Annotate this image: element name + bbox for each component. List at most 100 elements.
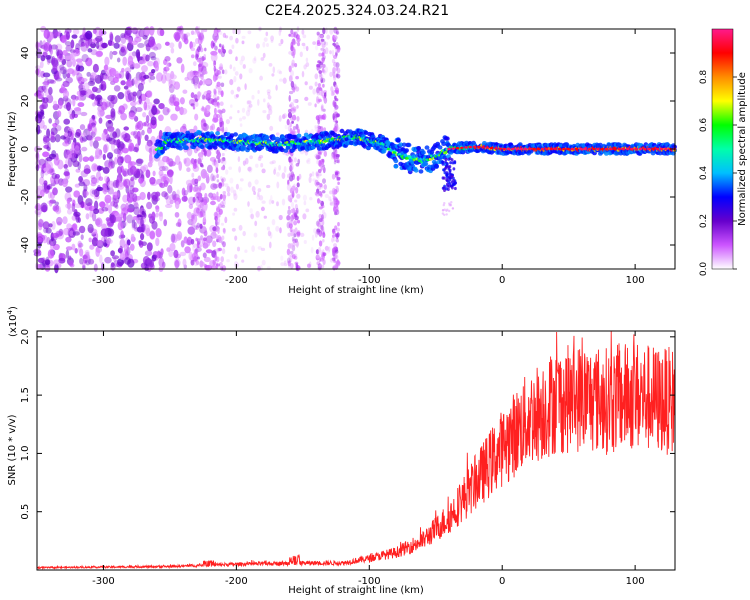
spectrogram-cell [111,141,115,152]
spectrogram-cell [136,130,143,141]
spectrogram-cell [131,222,137,230]
spectrogram-cell [99,254,103,264]
spectrogram-cell [222,195,226,200]
snr-x-tick-label: 0 [499,576,505,587]
spectrogram-cell [43,180,48,186]
spectrogram-cell [278,115,282,122]
snr-y-multiplier: (x104) [6,306,19,337]
spectrogram-cell [336,46,341,53]
snr-y-ticks: 0.5 1.0 1.5 2.0 [20,329,675,520]
spectrogram-cell [87,80,96,87]
spectrogram-cell [190,214,198,224]
spectrogram-cell [222,227,226,234]
spectrogram-cell [100,80,107,91]
spectrogram-cell [320,105,324,112]
spectrogram-cell [647,147,651,151]
spectrogram-cell [69,49,76,54]
spectrogram-cell [213,36,218,43]
spectrogram-cell [78,83,84,93]
spectrogram-cell [114,157,118,165]
spectrogram-cell [149,231,155,239]
spectrogram-cell [219,101,224,106]
spectrogram-cell [278,42,282,47]
spectrogram-cell [122,168,130,177]
spectrogram-cell [210,183,218,190]
spectrogram-cell [288,50,293,55]
spectrogram-cell [51,150,57,158]
spectrogram-cell [42,81,50,86]
spectrogram-cell [203,28,208,33]
spectrogram-cell [120,112,127,121]
spectrogram-cell [65,186,73,193]
spectrogram-cell [139,178,146,188]
spectrogram-cell [449,184,453,188]
spectrogram-cell [241,40,245,45]
spectrogram-cell [142,55,146,65]
spectrogram-cell [101,30,107,35]
spectrogram-cell [303,64,307,70]
spectrogram-cell [80,201,85,208]
spectrogram-cell [324,193,329,199]
spectrogram-cell [279,147,285,153]
spectrogram-cell [587,147,592,151]
spectrogram-cell [231,227,236,232]
spectrogram-cell [123,126,129,131]
spectrogram-data [33,25,677,274]
spectrogram-cell [143,101,148,111]
spectrogram-cell [319,183,323,188]
spectrogram-cell [198,63,203,68]
spectrogram-cell [202,237,207,242]
spectrogram-cell [56,49,63,59]
spectrogram-cell [445,173,449,177]
spectrogram-cell [118,245,124,255]
spectrogram-cell [441,186,445,190]
spectrogram-cell [174,155,181,166]
spectrogram-cell [322,166,326,174]
spectrogram-cell [630,147,634,151]
spectrogram-cell [186,71,195,81]
spectrogram-cell [336,159,340,164]
spectrogram-cell [485,146,490,149]
spectrogram-cell [132,215,138,221]
spectrogram-cell [122,180,128,187]
spectrogram-cell [165,61,170,72]
spectrogram-cell [443,202,446,205]
spectrogram-cell [81,261,86,269]
spectrogram-cell [145,169,151,179]
spectrogram-cell [289,227,293,233]
spectrogram-cell [318,70,323,74]
spectrogram-cell [192,61,197,67]
spectrogram-cell [205,131,211,136]
spectrogram-cell [312,178,317,182]
spectrogram-cell [192,219,196,227]
spectrogram-cell [92,63,99,73]
spectrogram-cell [271,73,275,77]
spectrogram-cell [235,56,238,61]
spectrogram-cell [290,107,295,114]
spectrogram-cell [270,195,273,202]
spectrogram-cell [73,107,82,112]
spectrogram-cell [336,113,341,118]
spectrogram-cell [212,183,220,189]
spectrogram-cell [295,262,299,269]
spectrogram-cell [210,173,215,182]
spectrogram-cell [90,131,96,138]
spectrogram-cell [202,221,206,225]
spectrogram-cell [321,43,326,48]
spectrogram-cell [117,92,125,100]
spectrogram-cell [215,167,219,174]
spectrogram-cell [38,158,46,166]
spectrogram-cell [442,168,445,172]
spectrogram-cell [65,246,73,251]
spectrogram-cell [332,229,337,235]
spectrogram-cell [229,64,233,70]
spectrogram-cell [253,56,257,61]
spectrogram-cell [158,166,166,172]
spectrogram-cell [329,71,333,78]
spectrogram-cell [131,51,137,57]
spectrogram-cell [71,202,76,213]
spectrogram-cell [317,83,321,87]
spectrogram-cell [116,158,122,163]
spectrogram-cell [318,183,322,188]
spectrogram-cell [273,167,277,171]
